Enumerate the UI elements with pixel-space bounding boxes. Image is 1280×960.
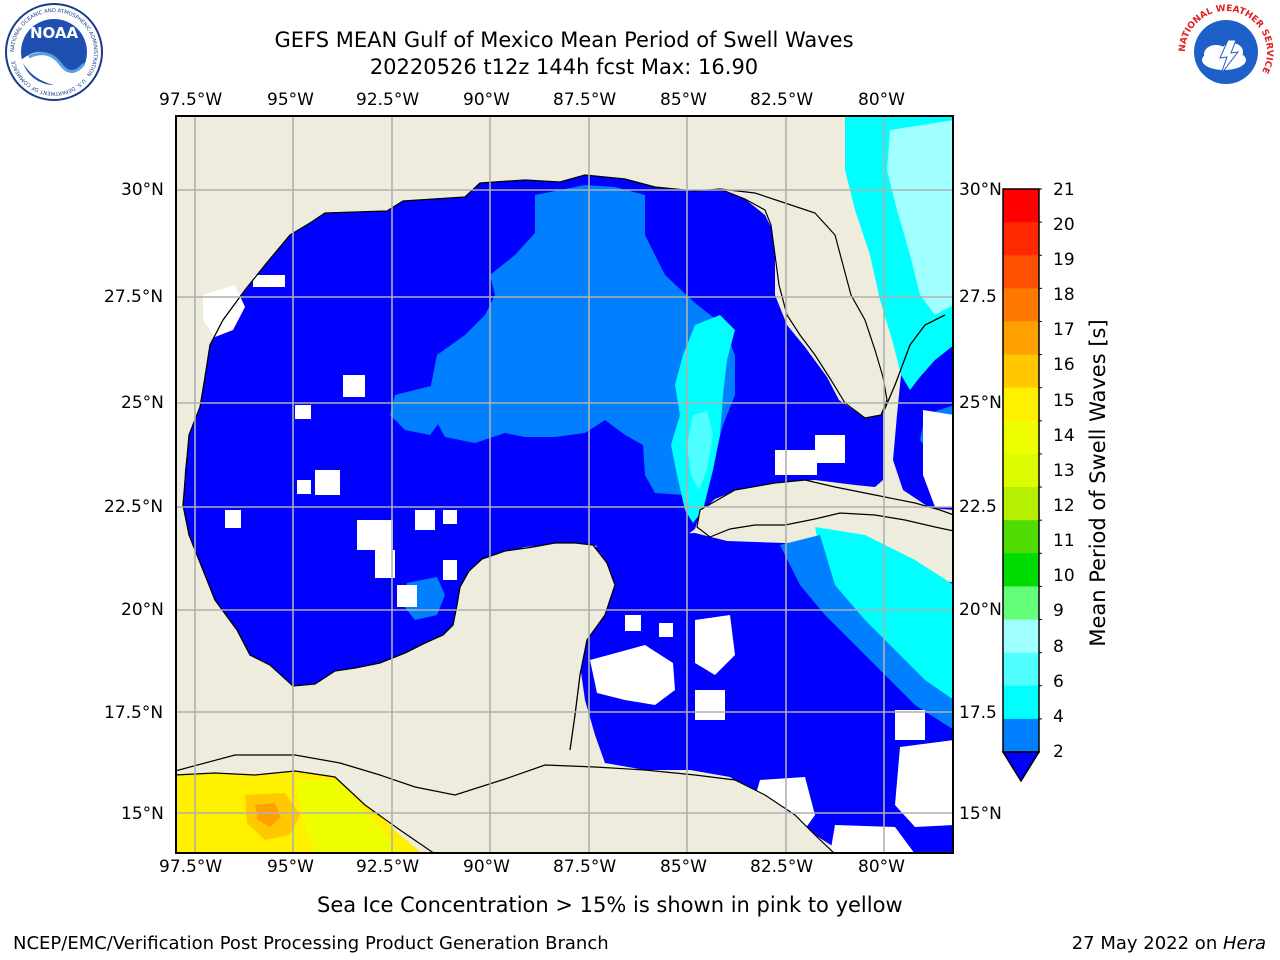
colorbar-tick-8: 8: [1053, 637, 1064, 657]
colorbar-swatch: [1003, 619, 1039, 654]
lat-tick-right-25: 25°N: [959, 393, 1002, 413]
colorbar-swatch: [1003, 288, 1039, 323]
colorbar-swatch: [1003, 520, 1039, 554]
colorbar-swatch: [1003, 685, 1039, 720]
yucatan-peninsula: [463, 543, 615, 785]
colorbar-swatch: [1003, 718, 1039, 753]
colorbar-min-arrow: [1001, 751, 1041, 783]
colorbar-swatch: [1003, 453, 1039, 488]
colorbar-tick-14: 14: [1053, 426, 1075, 446]
light-blue-caribbean-edge: [780, 535, 954, 730]
date-text: 27 May 2022 on: [1071, 933, 1223, 954]
colorbar-swatch: [1003, 321, 1039, 356]
lat-tick-right-20: 20°N: [959, 600, 1002, 620]
colorbar-axis-label: Mean Period of Swell Waves [s]: [1086, 319, 1110, 647]
lon-tick-top-92-5: 92.5°W: [356, 90, 420, 110]
colorbar-tick-4: 4: [1053, 707, 1064, 727]
coastlines: [182, 174, 946, 751]
credit-line: NCEP/EMC/Verification Post Processing Pr…: [13, 933, 609, 954]
lat-tick-left-17-5: 17.5°N: [104, 703, 164, 723]
lat-tick-right-17-5: 17.5: [959, 703, 997, 723]
colorbar-swatch: [1003, 387, 1039, 422]
colorbar-tick-12: 12: [1053, 496, 1075, 516]
colorbar-swatch: [1003, 189, 1039, 223]
colorbar-swatch: [1003, 354, 1039, 389]
colorbar-tick-19: 19: [1053, 250, 1075, 270]
sea-ice-note: Sea Ice Concentration > 15% is shown in …: [317, 893, 903, 917]
colorbar-swatch: [1003, 586, 1039, 621]
colorbar-swatches: [1003, 188, 1042, 753]
colorbar-tick-2: 2: [1053, 742, 1064, 762]
lat-tick-right-22-5: 22.5: [959, 497, 997, 517]
swell-period-map: [175, 115, 954, 854]
lat-tick-left-15: 15°N: [121, 804, 164, 824]
colorbar-swatch: [1003, 222, 1039, 256]
colorbar-tick-9: 9: [1053, 601, 1064, 621]
colorbar-tick-18: 18: [1053, 285, 1075, 305]
colorbar-tick-17: 17: [1053, 320, 1075, 340]
central-america-land: [175, 754, 836, 854]
lon-tick-top-87-5: 87.5°W: [553, 90, 617, 110]
lat-tick-left-30: 30°N: [121, 180, 164, 200]
lon-tick-bottom-80: 80°W: [858, 857, 905, 877]
colorbar: [1001, 188, 1042, 783]
colorbar-swatch: [1003, 652, 1039, 687]
colorbar-tick-20: 20: [1053, 215, 1075, 235]
colorbar-swatch: [1003, 420, 1039, 455]
lon-tick-top-97-5: 97.5°W: [159, 90, 223, 110]
date-line: 27 May 2022 on Hera: [1072, 933, 1266, 955]
lon-tick-bottom-97-5: 97.5°W: [159, 857, 223, 877]
colorbar-tick-11: 11: [1053, 531, 1075, 551]
machine-name: Hera: [1222, 933, 1266, 954]
florida-peninsula: [719, 188, 888, 419]
cuba-island: [696, 479, 954, 538]
lon-tick-bottom-87-5: 87.5°W: [553, 857, 617, 877]
lat-tick-left-22-5: 22.5°N: [104, 497, 164, 517]
colorbar-swatch: [1003, 553, 1039, 588]
lat-tick-right-30: 30°N: [959, 180, 1002, 200]
pacific-yellow-green: [295, 780, 400, 854]
colorbar-tick-15: 15: [1053, 391, 1075, 411]
lon-tick-top-95: 95°W: [267, 90, 314, 110]
lon-tick-bottom-82-5: 82.5°W: [750, 857, 814, 877]
nws-logo: NATIONAL WEATHER SERVICE: [1176, 2, 1276, 102]
pacific-deep-orange: [255, 803, 281, 827]
lat-tick-right-27-5: 27.5: [959, 287, 997, 307]
colorbar-frame: [1002, 188, 1040, 753]
lon-tick-bottom-92-5: 92.5°W: [356, 857, 420, 877]
colorbar-tick-21: 21: [1053, 180, 1075, 200]
pale-cyan-core: [687, 411, 713, 490]
lon-tick-top-82-5: 82.5°W: [750, 90, 814, 110]
chart-title: GEFS MEAN Gulf of Mexico Mean Period of …: [274, 28, 854, 52]
lat-tick-left-20: 20°N: [121, 600, 164, 620]
colorbar-swatch: [1003, 487, 1039, 521]
lon-tick-bottom-85: 85°W: [660, 857, 707, 877]
chart-subtitle: 20220526 t12z 144h fcst Max: 16.90: [369, 55, 759, 79]
colorbar-tick-16: 16: [1053, 355, 1075, 375]
lat-tick-right-15: 15°N: [959, 804, 1002, 824]
lon-tick-bottom-90: 90°W: [463, 857, 510, 877]
lat-tick-left-25: 25°N: [121, 393, 164, 413]
colorbar-tick-10: 10: [1053, 566, 1075, 586]
lat-tick-left-27-5: 27.5°N: [104, 287, 164, 307]
map-frame: [175, 115, 954, 854]
lon-tick-top-85: 85°W: [660, 90, 707, 110]
colorbar-tick-13: 13: [1053, 461, 1075, 481]
colorbar-swatch: [1003, 255, 1039, 289]
pale-cyan-atlantic: [887, 120, 954, 315]
noaa-logo: NOAA NATIONAL OCEANIC AND ATMOSPHERIC AD…: [4, 2, 104, 102]
colorbar-tick-6: 6: [1053, 672, 1064, 692]
lon-tick-top-80: 80°W: [858, 90, 905, 110]
graticule: [175, 115, 954, 854]
lon-tick-top-90: 90°W: [463, 90, 510, 110]
svg-text:NOAA: NOAA: [30, 24, 79, 42]
lon-tick-bottom-95: 95°W: [267, 857, 314, 877]
